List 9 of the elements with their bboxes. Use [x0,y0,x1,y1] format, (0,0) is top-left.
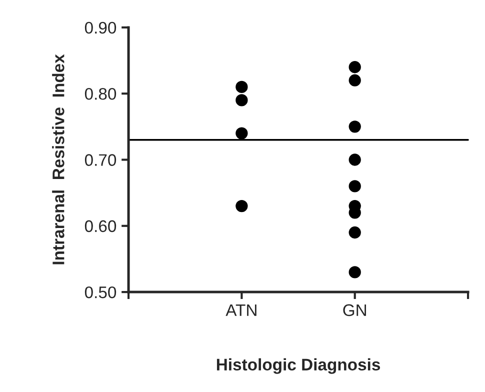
y-tick-label: 0.80 [84,88,116,100]
y-axis-title: Intrarenal Resistive Index [52,54,64,264]
x-axis-title: Histologic Diagnosis [216,358,380,374]
x-tick-label: ATN [226,304,256,316]
y-tick-label: 0.50 [84,286,116,298]
y-tick-label: 0.60 [84,220,116,232]
y-tick-label: 0.90 [84,22,116,34]
y-tick-label: 0.70 [84,154,116,166]
x-tick-label: GN [343,304,366,316]
